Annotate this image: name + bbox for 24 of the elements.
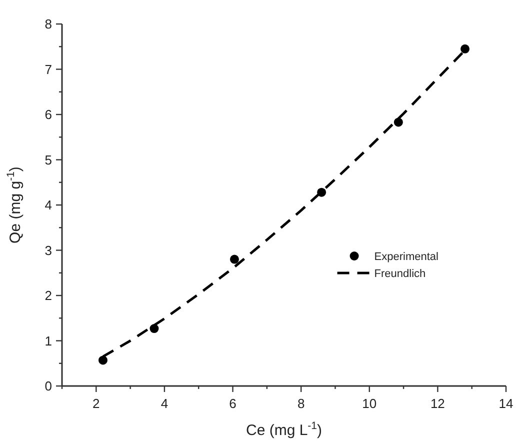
legend-label: Freundlich bbox=[374, 268, 426, 280]
x-tick-label: 4 bbox=[160, 396, 168, 411]
point bbox=[98, 356, 108, 365]
y-tick-label: 7 bbox=[44, 62, 52, 77]
point bbox=[230, 254, 239, 264]
y-tick-label: 1 bbox=[44, 333, 52, 348]
x-tick-label: 8 bbox=[297, 396, 305, 411]
y-tick-label: 8 bbox=[44, 16, 52, 32]
y-tick-label: 2 bbox=[44, 288, 52, 304]
y-tick-label: 0 bbox=[44, 378, 52, 394]
point bbox=[394, 118, 403, 127]
x-tick-label: 14 bbox=[498, 396, 514, 411]
x-tick-label: 12 bbox=[430, 396, 445, 411]
x-tick-label: 2 bbox=[92, 396, 100, 411]
y-tick-label: 4 bbox=[44, 198, 52, 213]
point bbox=[460, 44, 470, 54]
x-tick-label: 10 bbox=[362, 396, 377, 411]
legend-label: Experimental bbox=[374, 250, 438, 263]
point bbox=[150, 324, 159, 334]
x-tick-label: 6 bbox=[229, 396, 236, 411]
y-tick-label: 5 bbox=[44, 152, 52, 168]
y-tick-label: 6 bbox=[44, 107, 52, 122]
y-tick-label: 3 bbox=[44, 242, 52, 258]
x-axis-title: Ce (mg L$^{-1}$) bbox=[246, 420, 322, 439]
